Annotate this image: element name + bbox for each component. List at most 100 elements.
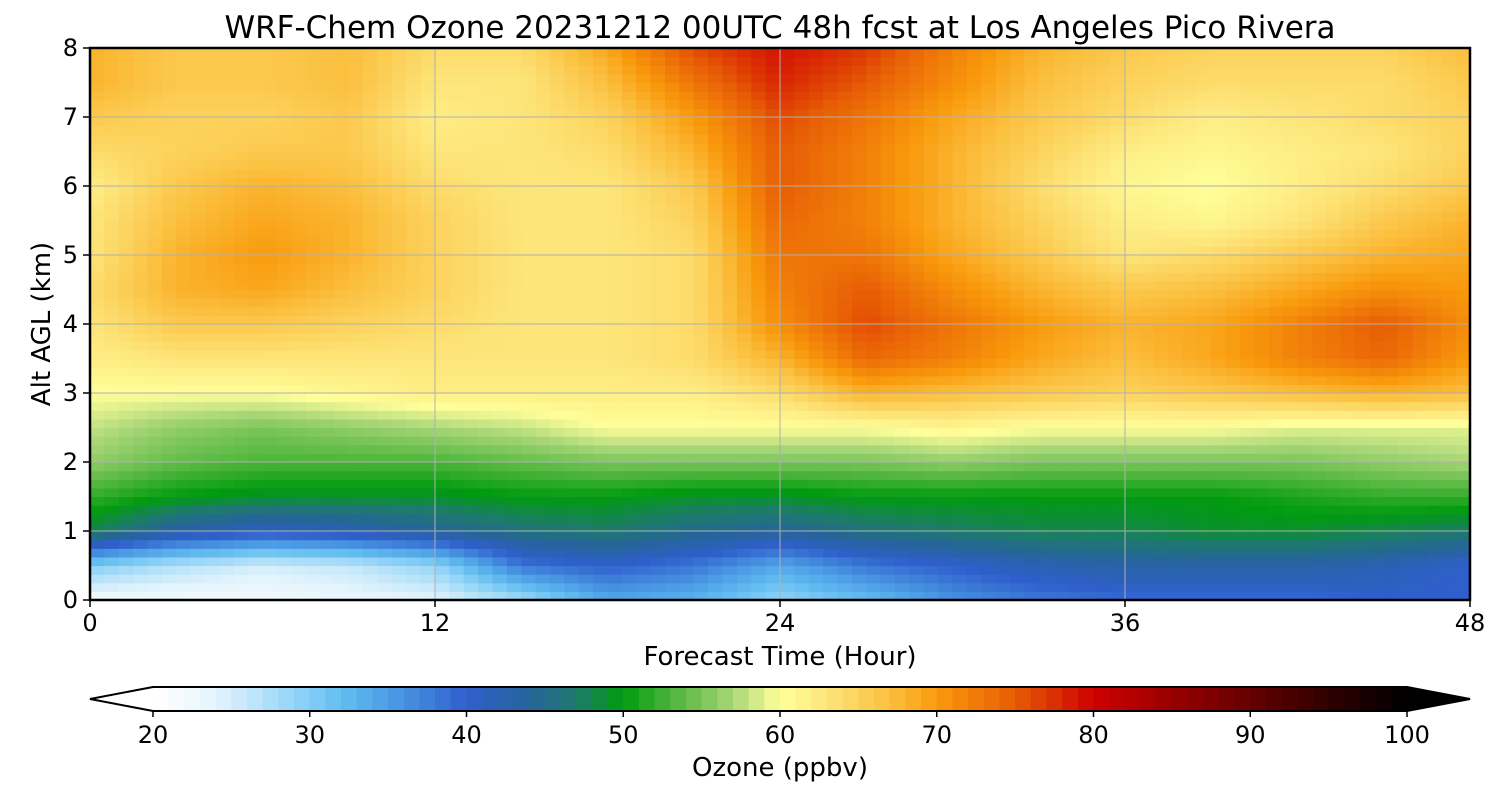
heatmap-cell (1024, 513, 1040, 523)
heatmap-cell (391, 453, 407, 463)
heatmap-cell (449, 246, 465, 256)
heatmap-cell (1024, 160, 1040, 170)
heatmap-cell (1441, 306, 1457, 316)
heatmap-cell (1455, 246, 1470, 256)
heatmap-cell (866, 548, 882, 558)
heatmap-cell (1225, 548, 1241, 558)
heatmap-cell (1196, 358, 1212, 368)
heatmap-cell (104, 272, 120, 282)
heatmap-cell (248, 194, 264, 204)
heatmap-cell (219, 418, 235, 429)
heatmap-cell (377, 487, 393, 498)
heatmap-cell (1125, 280, 1140, 291)
heatmap-cell (1196, 453, 1212, 463)
heatmap-cell (1311, 470, 1327, 480)
heatmap-cell (981, 427, 997, 437)
heatmap-cell (866, 539, 882, 549)
heatmap-cell (895, 565, 910, 575)
heatmap-cell (1426, 177, 1442, 187)
heatmap-cell (305, 280, 321, 291)
heatmap-cell (1340, 177, 1356, 187)
heatmap-cell (607, 548, 623, 558)
heatmap-cell (880, 462, 896, 472)
heatmap-cell (923, 591, 939, 600)
heatmap-cell (435, 427, 450, 437)
heatmap-cell (1225, 384, 1241, 394)
heatmap-cell (1110, 186, 1126, 196)
heatmap-cell (952, 341, 968, 351)
heatmap-cell (866, 177, 882, 187)
heatmap-cell (952, 591, 968, 600)
chart-title: WRF-Chem Ozone 20231212 00UTC 48h fcst a… (224, 10, 1335, 46)
heatmap-cell (1168, 367, 1184, 377)
heatmap-cell (564, 168, 580, 178)
heatmap-cell (1369, 203, 1385, 213)
heatmap-cell (1283, 263, 1299, 273)
heatmap-cell (1441, 332, 1457, 342)
heatmap-cell (463, 211, 479, 222)
heatmap-cell (923, 349, 939, 360)
heatmap-cell (1240, 177, 1255, 187)
heatmap-cell (1254, 332, 1270, 342)
heatmap-cell (1211, 237, 1227, 247)
heatmap-cell (923, 375, 939, 385)
heatmap-cell (621, 349, 637, 360)
heatmap-cell (219, 341, 235, 351)
heatmap-cell (1211, 186, 1227, 196)
heatmap-cell (794, 263, 810, 273)
heatmap-cell (435, 548, 450, 558)
heatmap-cell (1383, 151, 1399, 161)
heatmap-cell (1398, 556, 1414, 567)
heatmap-cell (506, 410, 522, 420)
heatmap-cell (880, 272, 896, 282)
heatmap-cell (1096, 375, 1112, 385)
heatmap-cell (751, 479, 767, 489)
heatmap-cell (1096, 349, 1112, 360)
heatmap-cell (1139, 151, 1155, 161)
heatmap-cell (1024, 211, 1040, 222)
heatmap-cell (161, 496, 177, 506)
heatmap-cell (1355, 160, 1370, 170)
heatmap-cell (205, 427, 220, 437)
heatmap-cell (981, 539, 997, 549)
heatmap-cell (966, 574, 982, 584)
heatmap-cell (233, 211, 249, 222)
heatmap-cell (1398, 263, 1414, 273)
heatmap-cell (995, 168, 1011, 178)
heatmap-cell (1225, 211, 1241, 222)
heatmap-cell (1268, 384, 1284, 394)
heatmap-cell (1240, 556, 1255, 567)
heatmap-cell (276, 349, 292, 360)
heatmap-cell (104, 384, 120, 394)
heatmap-cell (1240, 289, 1255, 299)
heatmap-cell (506, 160, 522, 170)
heatmap-cell (1225, 177, 1241, 187)
heatmap-cell (679, 280, 695, 291)
heatmap-cell (636, 168, 652, 178)
heatmap-cell (1096, 436, 1112, 446)
heatmap-cell (837, 220, 853, 230)
heatmap-cell (1340, 487, 1356, 498)
heatmap-cell (104, 358, 120, 368)
heatmap-cell (880, 539, 896, 549)
heatmap-cell (1182, 436, 1198, 446)
heatmap-cell (1125, 565, 1140, 575)
heatmap-cell (578, 513, 594, 523)
heatmap-cell (1283, 565, 1299, 575)
heatmap-cell (1110, 289, 1126, 299)
heatmap-cell (348, 444, 364, 454)
heatmap-cell (636, 358, 652, 368)
heatmap-cell (276, 462, 292, 472)
heatmap-cell (665, 574, 680, 584)
heatmap-cell (765, 462, 781, 472)
heatmap-cell (1153, 306, 1169, 316)
heatmap-cell (1355, 531, 1370, 541)
heatmap-cell (90, 237, 105, 247)
heatmap-cell (550, 246, 565, 256)
heatmap-cell (1053, 401, 1069, 411)
heatmap-cell (593, 496, 609, 506)
heatmap-cell (190, 168, 206, 178)
heatmap-cell (1096, 177, 1112, 187)
heatmap-cell (808, 444, 824, 454)
heatmap-cell (1412, 237, 1428, 247)
